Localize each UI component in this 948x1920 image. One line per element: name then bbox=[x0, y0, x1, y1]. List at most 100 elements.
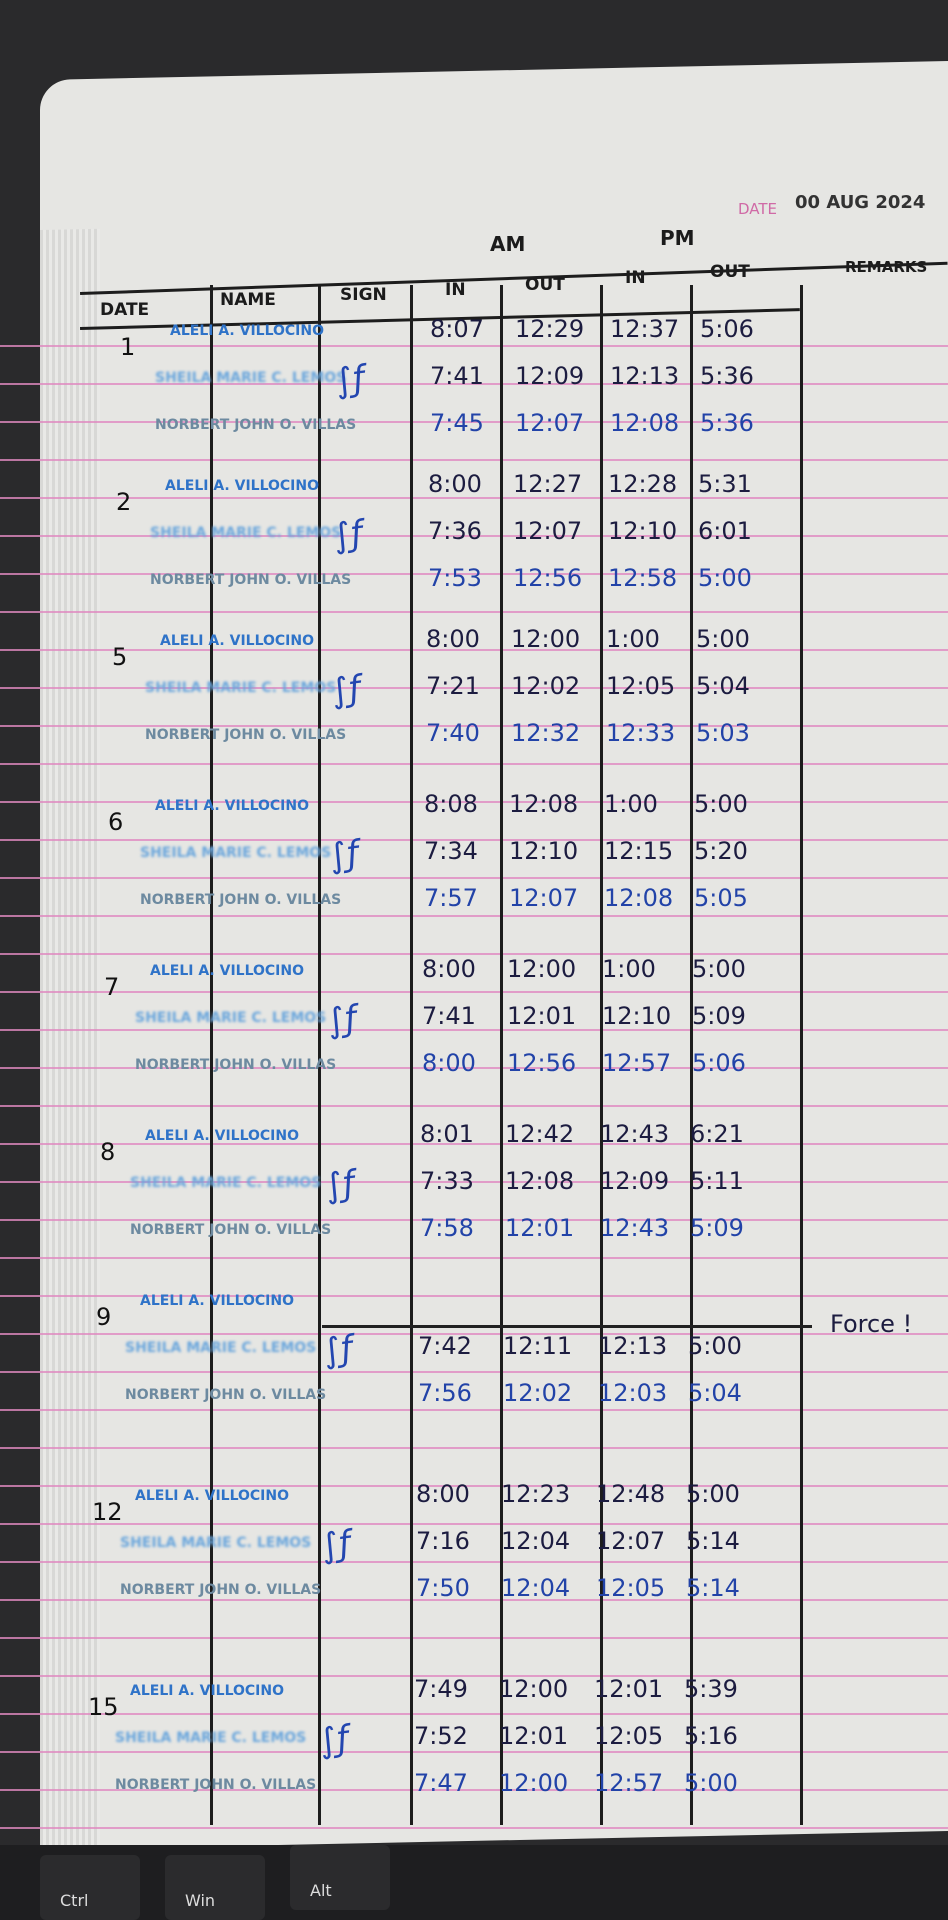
time-am-in: 7:52 bbox=[414, 1722, 468, 1750]
ruled-line bbox=[0, 611, 948, 613]
entry-date: 2 bbox=[116, 488, 132, 516]
time-pm-in: 12:33 bbox=[606, 719, 676, 747]
entry-date: 15 bbox=[88, 1693, 119, 1721]
time-pm-out: 5:36 bbox=[700, 409, 754, 437]
time-am-out: 12:00 bbox=[499, 1675, 569, 1703]
key-win: Win bbox=[165, 1855, 265, 1920]
ruled-line bbox=[0, 1257, 948, 1259]
key-alt: Alt bbox=[290, 1845, 390, 1910]
time-am-out: 12:11 bbox=[503, 1332, 573, 1360]
time-am-out: 12:02 bbox=[503, 1379, 573, 1407]
time-pm-in: 1:00 bbox=[602, 955, 656, 983]
ruled-line bbox=[0, 421, 948, 423]
header-pm-in: IN bbox=[625, 268, 646, 288]
employee-name: ALELI A. VILLOCINO bbox=[170, 323, 324, 339]
time-am-in: 7:58 bbox=[420, 1214, 474, 1242]
time-am-out: 12:32 bbox=[511, 719, 581, 747]
time-am-out: 12:42 bbox=[505, 1120, 575, 1148]
time-pm-in: 12:13 bbox=[610, 362, 680, 390]
ruled-line bbox=[0, 1105, 948, 1107]
signature: ∫ƒ bbox=[320, 1328, 356, 1372]
employee-name: NORBERT JOHN O. VILLAS bbox=[140, 892, 342, 908]
employee-name: NORBERT JOHN O. VILLAS bbox=[130, 1222, 332, 1238]
employee-name: NORBERT JOHN O. VILLAS bbox=[135, 1057, 337, 1073]
time-pm-in: 12:15 bbox=[604, 837, 674, 865]
employee-name: ALELI A. VILLOCINO bbox=[150, 963, 304, 979]
employee-name: SHEILA MARIE C. LEMOS bbox=[130, 1175, 322, 1191]
key-ctrl: Ctrl bbox=[40, 1855, 140, 1920]
time-pm-out: 6:21 bbox=[690, 1120, 744, 1148]
time-pm-in: 12:58 bbox=[608, 564, 678, 592]
time-pm-out: 5:00 bbox=[696, 625, 750, 653]
time-am-out: 12:07 bbox=[515, 409, 585, 437]
ruled-line bbox=[0, 1637, 948, 1639]
ruled-line bbox=[0, 1295, 948, 1297]
time-pm-in: 12:05 bbox=[596, 1574, 666, 1602]
time-pm-out: 5:11 bbox=[690, 1167, 744, 1195]
employee-name: NORBERT JOHN O. VILLAS bbox=[155, 417, 357, 433]
column-divider-am-out bbox=[500, 285, 503, 1825]
time-pm-out: 5:04 bbox=[696, 672, 750, 700]
ruled-line bbox=[0, 1675, 948, 1677]
column-divider-pm-out bbox=[690, 285, 693, 1825]
time-am-in: 7:41 bbox=[430, 362, 484, 390]
time-pm-in: 12:43 bbox=[600, 1214, 670, 1242]
ruled-line bbox=[0, 1029, 948, 1031]
time-pm-in: 12:48 bbox=[596, 1480, 666, 1508]
entry-date: 7 bbox=[104, 973, 120, 1001]
time-am-out: 12:56 bbox=[507, 1049, 577, 1077]
employee-name: ALELI A. VILLOCINO bbox=[165, 478, 319, 494]
employee-name: ALELI A. VILLOCINO bbox=[135, 1488, 289, 1504]
ruled-line bbox=[0, 1827, 948, 1829]
ruled-line bbox=[0, 1789, 948, 1791]
employee-name: NORBERT JOHN O. VILLAS bbox=[145, 727, 347, 743]
ruled-line bbox=[0, 953, 948, 955]
time-pm-in: 12:10 bbox=[608, 517, 678, 545]
employee-name: ALELI A. VILLOCINO bbox=[140, 1293, 294, 1309]
time-am-in: 7:49 bbox=[414, 1675, 468, 1703]
entry-date: 1 bbox=[120, 333, 136, 361]
time-am-in: 7:42 bbox=[418, 1332, 472, 1360]
header-date: DATE bbox=[100, 300, 150, 320]
time-pm-out: 5:05 bbox=[694, 884, 748, 912]
time-am-out: 12:04 bbox=[501, 1574, 571, 1602]
time-am-in: 7:45 bbox=[430, 409, 484, 437]
ruled-line bbox=[0, 687, 948, 689]
time-pm-out: 5:14 bbox=[686, 1527, 740, 1555]
time-pm-out: 5:00 bbox=[698, 564, 752, 592]
time-am-out: 12:08 bbox=[505, 1167, 575, 1195]
time-am-in: 8:01 bbox=[420, 1120, 474, 1148]
time-pm-in: 12:10 bbox=[602, 1002, 672, 1030]
employee-name: SHEILA MARIE C. LEMOS bbox=[140, 845, 332, 861]
time-pm-out: 5:06 bbox=[700, 315, 754, 343]
ruled-line bbox=[0, 459, 948, 461]
time-am-in: 7:16 bbox=[416, 1527, 470, 1555]
time-am-in: 7:50 bbox=[416, 1574, 470, 1602]
time-am-out: 12:02 bbox=[511, 672, 581, 700]
time-am-out: 12:09 bbox=[515, 362, 585, 390]
time-pm-in: 12:08 bbox=[610, 409, 680, 437]
employee-name: NORBERT JOHN O. VILLAS bbox=[115, 1777, 317, 1793]
time-am-in: 8:00 bbox=[422, 955, 476, 983]
time-pm-out: 5:14 bbox=[686, 1574, 740, 1602]
time-pm-out: 5:16 bbox=[684, 1722, 738, 1750]
time-am-out: 12:56 bbox=[513, 564, 583, 592]
time-pm-out: 6:01 bbox=[698, 517, 752, 545]
time-am-out: 12:10 bbox=[509, 837, 579, 865]
time-am-out: 12:01 bbox=[499, 1722, 569, 1750]
time-pm-in: 12:57 bbox=[594, 1769, 664, 1797]
ruled-line bbox=[0, 1333, 948, 1335]
time-pm-out: 5:03 bbox=[696, 719, 750, 747]
ruled-line bbox=[0, 839, 948, 841]
employee-name: SHEILA MARIE C. LEMOS bbox=[115, 1730, 307, 1746]
time-am-in: 8:00 bbox=[416, 1480, 470, 1508]
column-divider-remarks bbox=[800, 285, 803, 1825]
header-name: NAME bbox=[220, 290, 276, 310]
remark-text: Force ! bbox=[830, 1310, 913, 1338]
ruled-line bbox=[0, 763, 948, 765]
ruled-line bbox=[0, 877, 948, 879]
employee-name: SHEILA MARIE C. LEMOS bbox=[145, 680, 337, 696]
signature: ∫ƒ bbox=[328, 668, 364, 712]
time-am-in: 7:53 bbox=[428, 564, 482, 592]
column-divider-am-in bbox=[410, 285, 413, 1825]
